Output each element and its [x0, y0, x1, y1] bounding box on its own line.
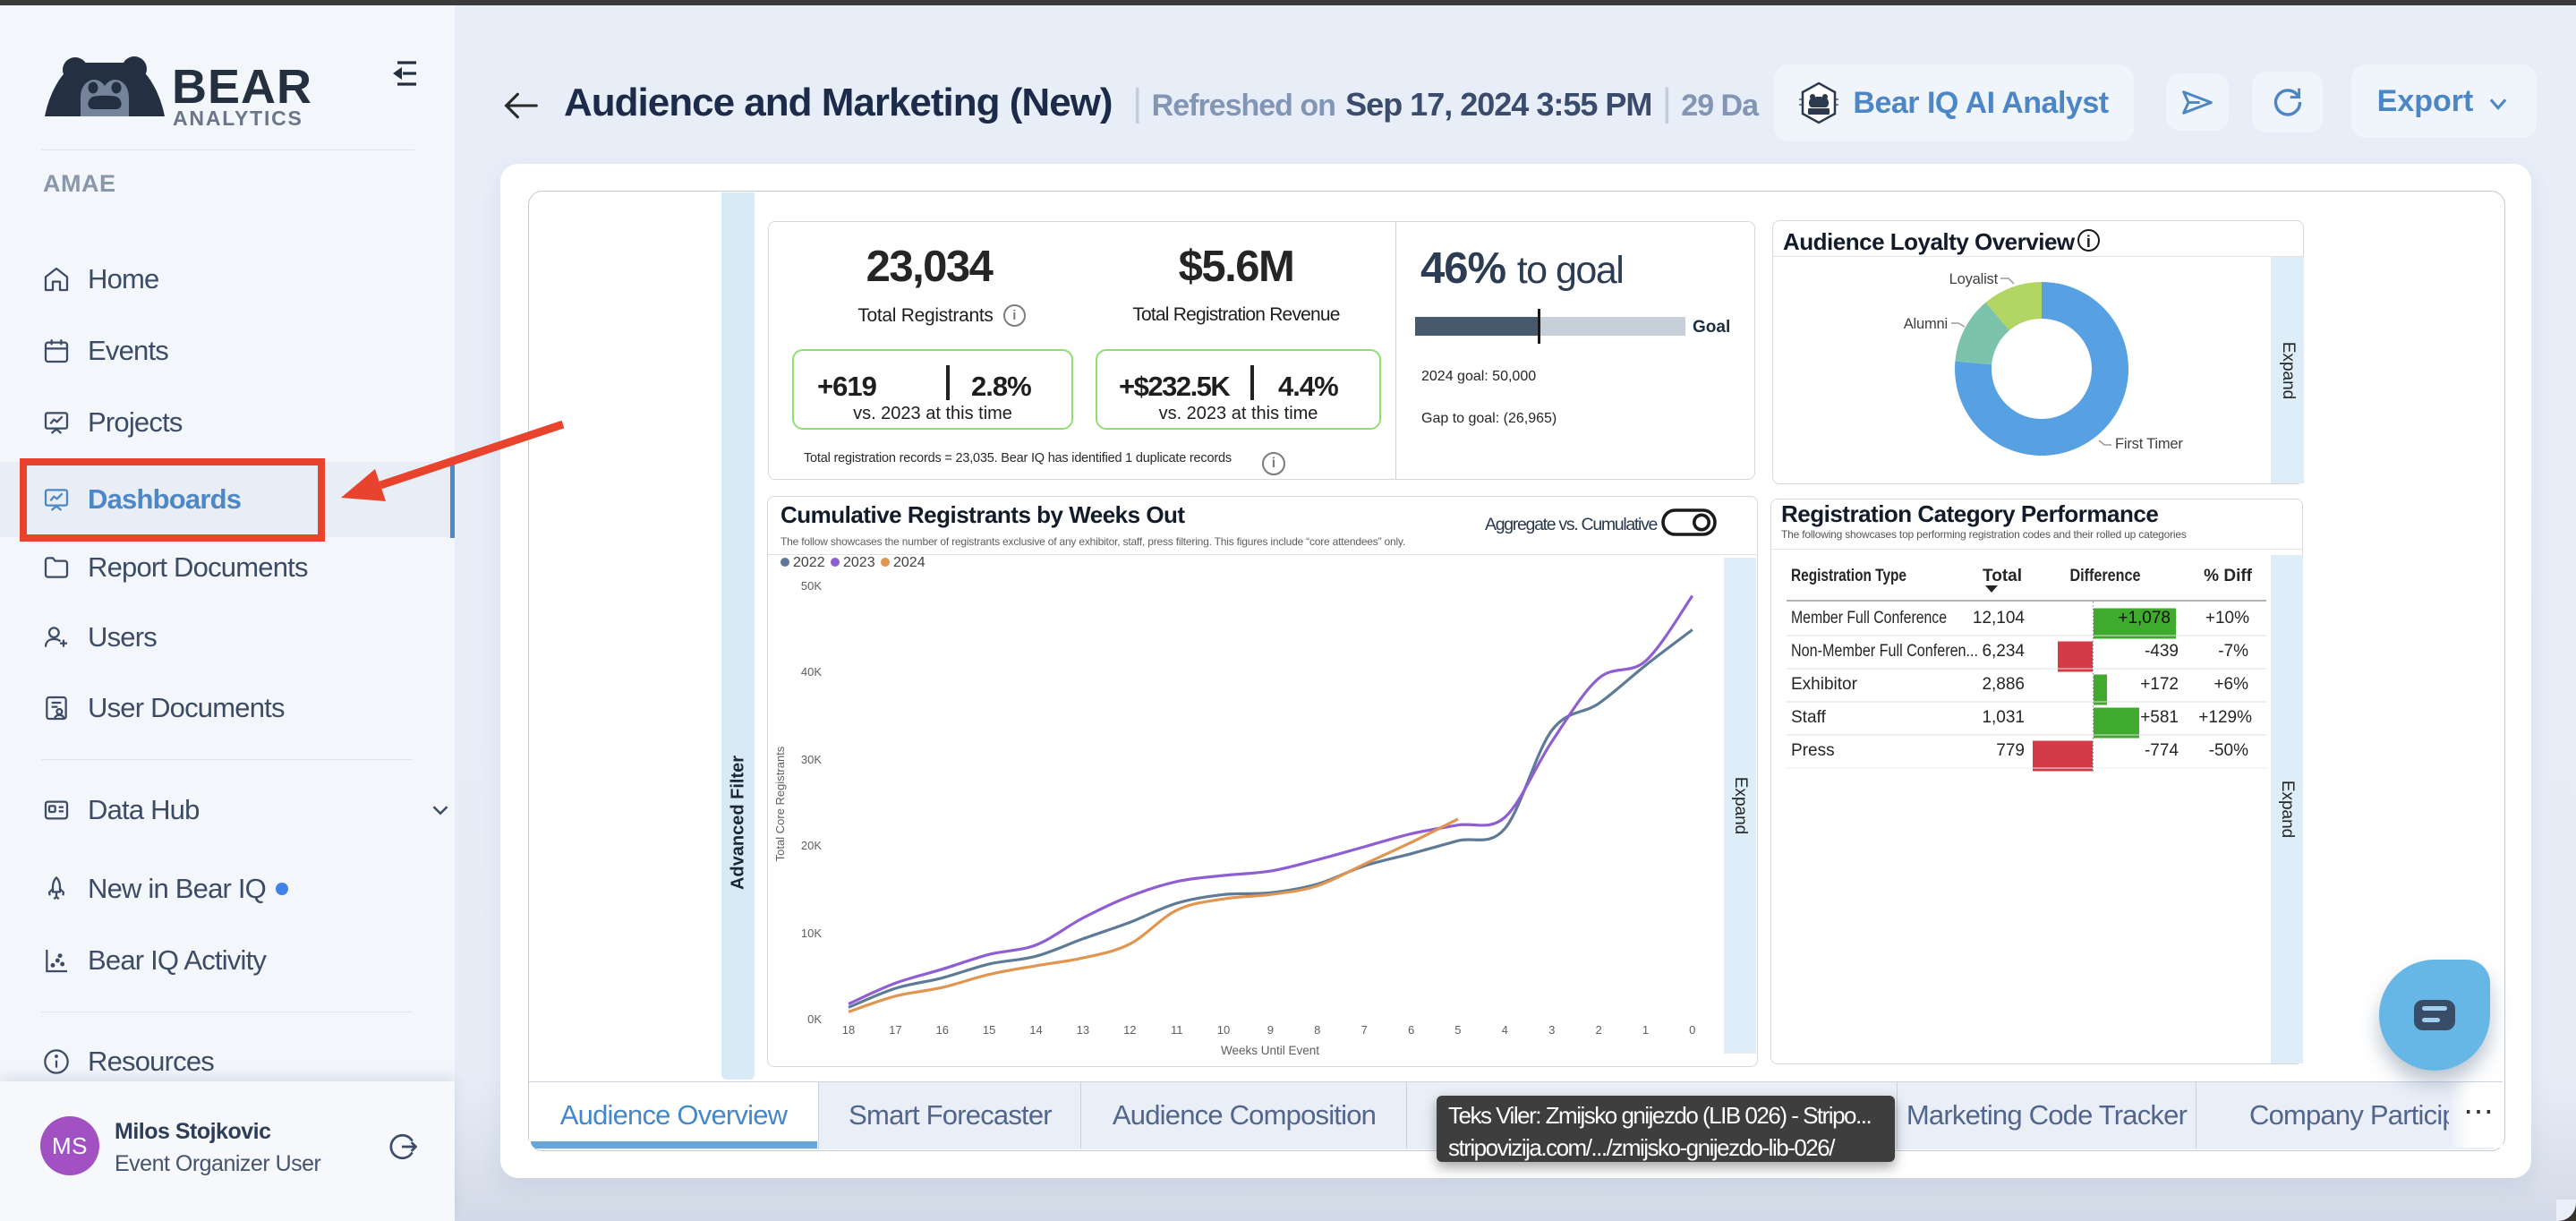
svg-text:+581: +581	[2140, 708, 2179, 727]
svg-text:50K: 50K	[801, 579, 822, 593]
svg-text:+6%: +6%	[2213, 675, 2248, 694]
svg-text:Exhibitor: Exhibitor	[1791, 675, 1858, 694]
svg-text:7: 7	[1361, 1023, 1368, 1037]
svg-text:10K: 10K	[801, 926, 822, 940]
svg-text:17: 17	[889, 1023, 901, 1037]
svg-text:12,104: 12,104	[1973, 609, 2026, 628]
svg-text:6: 6	[1408, 1023, 1414, 1037]
svg-text:12: 12	[1123, 1023, 1136, 1037]
svg-text:Press: Press	[1791, 741, 1835, 760]
svg-text:-50%: -50%	[2209, 741, 2248, 760]
svg-text:Alumni: Alumni	[1904, 316, 1948, 332]
svg-text:5: 5	[1454, 1023, 1461, 1037]
svg-text:20K: 20K	[801, 839, 822, 852]
svg-text:779: 779	[1996, 741, 2025, 760]
svg-text:Staff: Staff	[1791, 708, 1826, 727]
svg-text:11: 11	[1171, 1023, 1183, 1037]
svg-text:1: 1	[1642, 1023, 1649, 1037]
svg-text:6,234: 6,234	[1982, 642, 2025, 661]
svg-text:Non-Member Full Conferen...: Non-Member Full Conferen...	[1791, 642, 1978, 661]
svg-text:3: 3	[1548, 1023, 1555, 1037]
svg-text:ANALYTICS: ANALYTICS	[173, 107, 303, 127]
svg-text:Total: Total	[1983, 567, 2022, 585]
svg-text:+172: +172	[2140, 675, 2179, 694]
svg-text:10: 10	[1217, 1023, 1230, 1037]
svg-text:30K: 30K	[801, 753, 822, 766]
svg-text:Member Full Conference: Member Full Conference	[1791, 609, 1947, 628]
svg-text:0: 0	[1689, 1023, 1695, 1037]
svg-text:2: 2	[1595, 1023, 1601, 1037]
svg-text:13: 13	[1077, 1023, 1089, 1037]
svg-text:% Diff: % Diff	[2204, 567, 2253, 585]
svg-text:BEAR: BEAR	[172, 60, 312, 114]
svg-text:Loyalist: Loyalist	[1949, 271, 1999, 287]
svg-text:+129%: +129%	[2198, 708, 2252, 727]
svg-text:15: 15	[983, 1023, 995, 1037]
svg-text:2022: 2022	[793, 555, 825, 570]
svg-text:-7%: -7%	[2218, 642, 2248, 661]
svg-text:8: 8	[1314, 1023, 1320, 1037]
svg-text:2023: 2023	[843, 555, 875, 570]
svg-text:+10%: +10%	[2205, 609, 2249, 628]
svg-text:18: 18	[842, 1023, 855, 1037]
svg-text:9: 9	[1267, 1023, 1274, 1037]
svg-text:4: 4	[1502, 1023, 1508, 1037]
svg-text:2024: 2024	[893, 555, 925, 570]
svg-text:Difference: Difference	[2070, 567, 2141, 585]
svg-text:14: 14	[1029, 1023, 1042, 1037]
svg-text:16: 16	[936, 1023, 949, 1037]
svg-text:-774: -774	[2145, 741, 2179, 760]
svg-text:-439: -439	[2145, 642, 2179, 661]
svg-text:1,031: 1,031	[1982, 708, 2025, 727]
svg-text:First Timer: First Timer	[2115, 436, 2183, 452]
svg-text:Total Core Registrants: Total Core Registrants	[773, 746, 787, 861]
svg-text:Weeks Until Event: Weeks Until Event	[1221, 1044, 1319, 1057]
svg-text:+1,078: +1,078	[2118, 609, 2171, 628]
svg-text:40K: 40K	[801, 665, 822, 679]
svg-text:Registration Type: Registration Type	[1791, 567, 1906, 585]
svg-text:0K: 0K	[807, 1012, 822, 1026]
svg-text:2,886: 2,886	[1982, 675, 2025, 694]
